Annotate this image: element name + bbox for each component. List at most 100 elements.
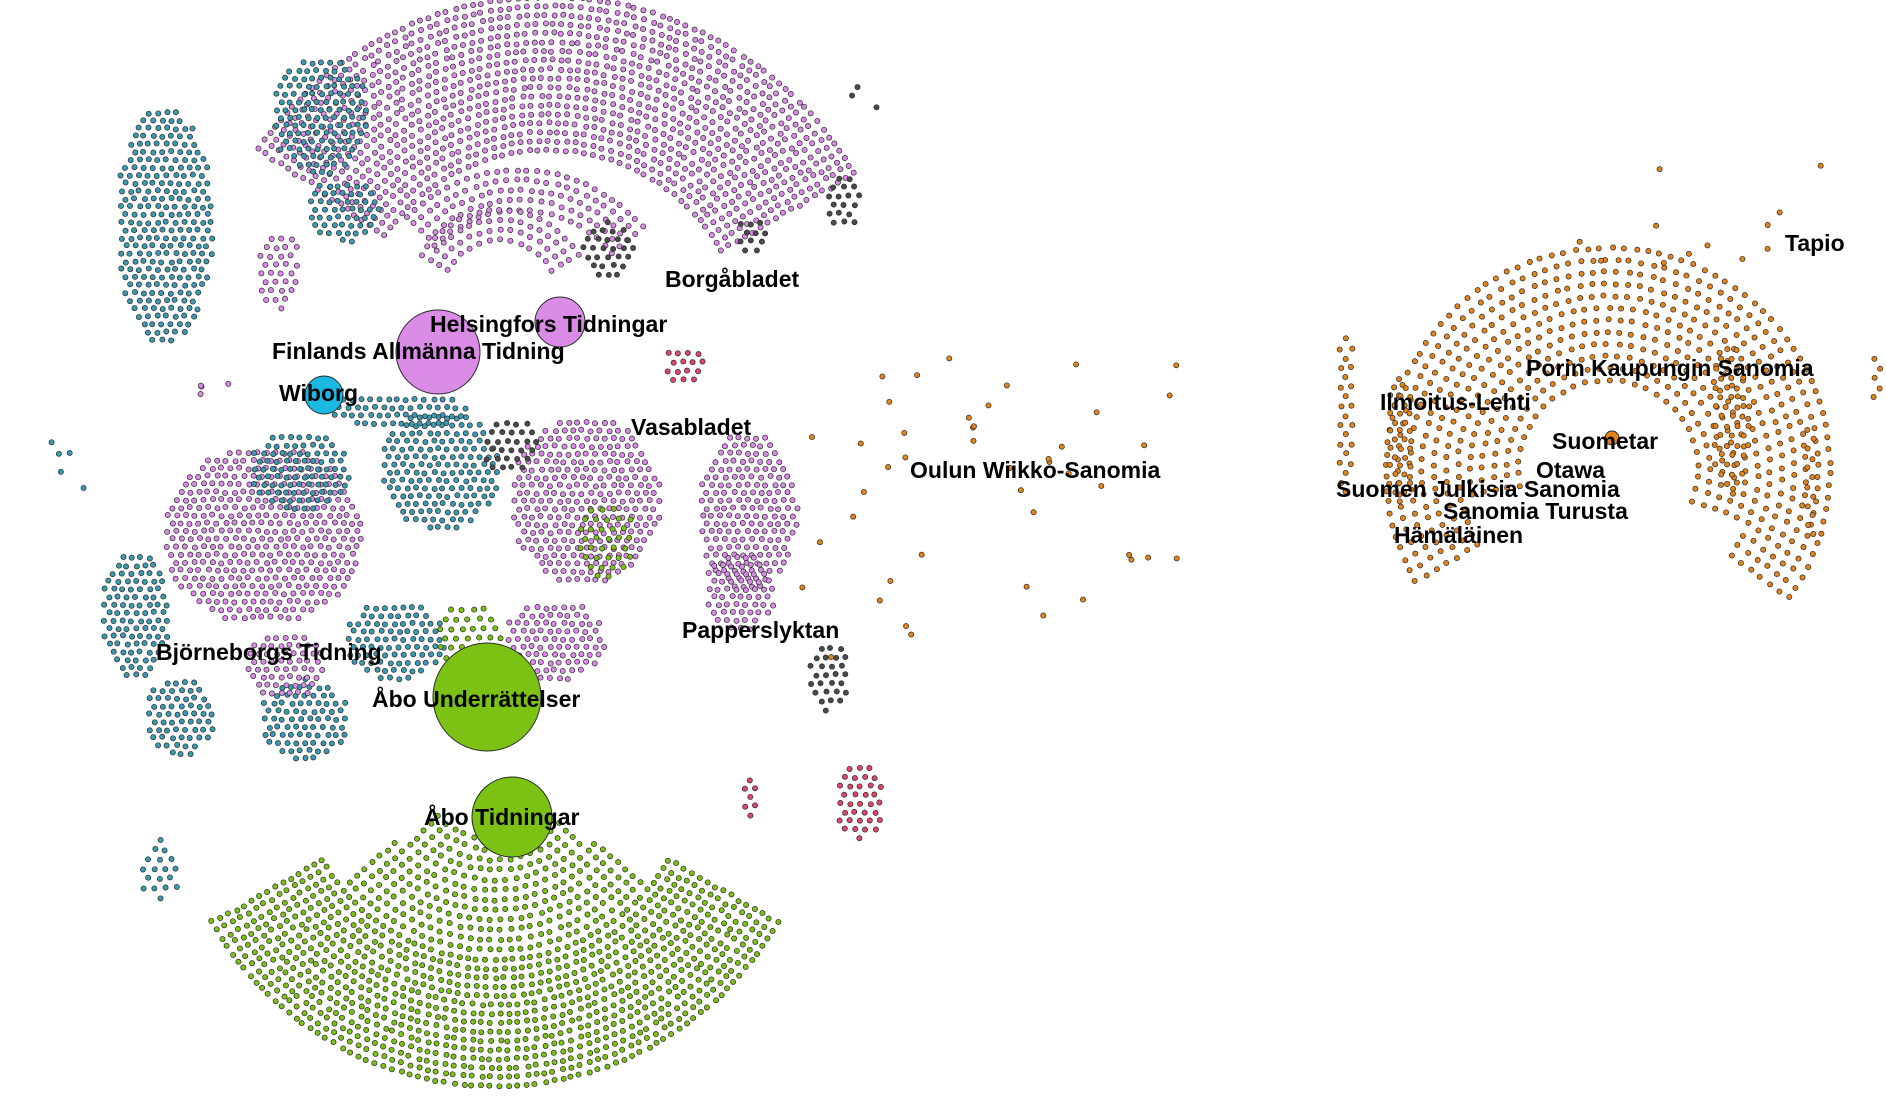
- node-dot: [352, 155, 359, 162]
- node-dot: [708, 43, 715, 50]
- node-dot: [671, 180, 678, 187]
- node-dot: [407, 1015, 414, 1022]
- node-dot: [1073, 361, 1080, 368]
- node-dot: [616, 202, 623, 208]
- node-dot: [766, 188, 773, 194]
- node-dot: [443, 430, 450, 436]
- node-dot: [1017, 487, 1024, 494]
- node-dot: [281, 511, 288, 518]
- node-dot: [477, 1018, 484, 1025]
- node-dot: [784, 473, 791, 480]
- node-dot: [425, 62, 432, 69]
- node-dot: [382, 652, 389, 659]
- node-dot: [689, 993, 696, 1000]
- node-dot: [354, 419, 361, 426]
- node-dot: [463, 478, 470, 485]
- node-dot: [172, 680, 179, 687]
- node-dot: [607, 853, 614, 860]
- node-dot: [381, 995, 388, 1002]
- node-dot: [341, 1004, 347, 1011]
- node-dot: [584, 576, 591, 583]
- node-dot: [573, 643, 580, 650]
- node-dot: [516, 131, 523, 138]
- node-dot: [314, 1029, 321, 1036]
- node-dot: [163, 617, 170, 624]
- node-dot: [762, 544, 769, 551]
- node-dot: [472, 956, 479, 963]
- node-dot: [494, 168, 501, 175]
- node-dot: [306, 434, 312, 440]
- node-dot: [542, 553, 549, 560]
- node-dot: [600, 202, 607, 209]
- node-dot: [135, 124, 142, 131]
- node-dot: [628, 1042, 635, 1049]
- node-dot: [781, 136, 788, 143]
- node-dot: [285, 582, 292, 588]
- node-dot: [305, 481, 312, 488]
- node-dot: [583, 418, 590, 425]
- node-dot: [742, 803, 749, 810]
- node-dot: [650, 932, 657, 939]
- node-dot: [759, 139, 766, 146]
- node-dot: [842, 809, 849, 816]
- node-dot: [391, 1038, 398, 1045]
- node-dot: [508, 429, 515, 436]
- node-dot: [187, 489, 194, 496]
- node-dot: [390, 868, 397, 875]
- node-dot: [710, 166, 717, 173]
- node-dot: [751, 155, 758, 162]
- node-dot: [555, 514, 562, 521]
- node-dot: [461, 32, 468, 39]
- node-dot: [778, 120, 785, 127]
- node-dot: [299, 878, 306, 885]
- node-dot: [701, 899, 708, 906]
- node-dot: [345, 635, 352, 642]
- node-dot: [651, 1010, 658, 1017]
- node-dot: [456, 851, 463, 857]
- node-dot: [434, 215, 440, 222]
- node-dot: [460, 1036, 467, 1043]
- node-dot: [520, 75, 527, 82]
- node-dot: [362, 420, 368, 427]
- node-dot: [569, 667, 576, 674]
- node-dot: [587, 563, 594, 570]
- node-dot: [642, 522, 649, 528]
- node-dot: [823, 144, 830, 151]
- node-dot: [344, 575, 351, 581]
- node-dot: [470, 462, 477, 469]
- node-dot: [747, 561, 754, 568]
- node-dot: [255, 527, 262, 534]
- node-dot: [333, 99, 339, 106]
- node-dot: [614, 459, 621, 465]
- node-dot: [353, 215, 360, 222]
- node-dot: [476, 437, 483, 444]
- node-dot: [349, 99, 356, 106]
- node-dot: [164, 528, 171, 535]
- node-dot: [496, 1028, 503, 1035]
- node-dot: [545, 110, 552, 117]
- node-dot: [624, 428, 631, 434]
- node-dot: [450, 1062, 457, 1069]
- node-dot: [146, 618, 153, 625]
- node-dot: [797, 169, 804, 176]
- node-dot: [352, 885, 359, 892]
- node-dot: [574, 67, 581, 74]
- node-dot: [842, 654, 849, 661]
- node-dot: [449, 215, 456, 222]
- node-dot: [410, 187, 417, 194]
- node-dot: [528, 990, 535, 997]
- node-dot: [394, 89, 401, 96]
- node-dot: [403, 946, 410, 953]
- node-dot: [442, 65, 449, 72]
- node-dot: [599, 263, 606, 270]
- node-dot: [603, 1025, 610, 1031]
- node-dot: [751, 586, 758, 593]
- node-dot: [714, 195, 720, 202]
- node-dot: [408, 1034, 415, 1041]
- node-dot: [526, 234, 533, 240]
- node-dot: [277, 923, 283, 930]
- node-dot: [384, 32, 391, 39]
- node-dot: [321, 958, 328, 964]
- node-dot: [656, 481, 663, 488]
- node-dot: [667, 146, 674, 153]
